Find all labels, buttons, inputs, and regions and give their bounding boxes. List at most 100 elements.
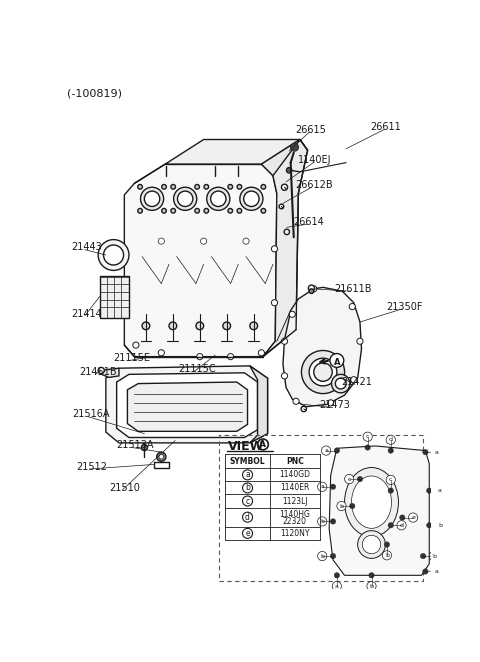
Circle shape — [243, 238, 249, 244]
Circle shape — [349, 303, 355, 310]
Circle shape — [144, 191, 160, 207]
Circle shape — [432, 567, 441, 576]
Circle shape — [432, 448, 441, 457]
Polygon shape — [106, 366, 267, 443]
Text: 1120NY: 1120NY — [280, 529, 310, 538]
Circle shape — [345, 475, 354, 484]
Circle shape — [427, 488, 432, 493]
Polygon shape — [262, 140, 308, 175]
Circle shape — [318, 482, 327, 491]
Text: 1140HG: 1140HG — [279, 510, 311, 518]
Circle shape — [293, 399, 299, 404]
Text: SYMBOL: SYMBOL — [230, 457, 265, 466]
Text: PNC: PNC — [286, 457, 304, 466]
Circle shape — [237, 209, 242, 213]
Circle shape — [171, 209, 176, 213]
Circle shape — [423, 449, 428, 455]
Circle shape — [382, 551, 392, 560]
Circle shape — [362, 536, 381, 553]
Text: 21350F: 21350F — [386, 302, 422, 312]
Circle shape — [363, 432, 372, 442]
Circle shape — [211, 191, 226, 207]
Circle shape — [281, 184, 288, 190]
Circle shape — [289, 311, 295, 317]
Circle shape — [279, 204, 284, 209]
Text: a: a — [335, 584, 339, 589]
Text: b: b — [339, 504, 344, 508]
Text: 21414: 21414 — [71, 308, 102, 318]
Polygon shape — [117, 373, 258, 438]
Text: d: d — [399, 523, 404, 528]
Circle shape — [281, 373, 288, 379]
Text: 21473: 21473 — [319, 400, 350, 410]
Circle shape — [158, 350, 164, 356]
Circle shape — [178, 191, 193, 207]
Bar — [100, 276, 129, 318]
Circle shape — [330, 519, 336, 524]
Circle shape — [171, 185, 176, 189]
Text: 21421: 21421 — [341, 377, 372, 387]
Text: A: A — [334, 358, 340, 367]
Text: c: c — [389, 477, 393, 483]
Circle shape — [369, 573, 374, 578]
Text: 1123LJ: 1123LJ — [282, 496, 308, 506]
Text: b: b — [438, 523, 442, 528]
Circle shape — [258, 439, 268, 449]
Polygon shape — [124, 164, 277, 357]
Text: 21451B: 21451B — [79, 367, 117, 377]
Circle shape — [287, 167, 292, 173]
Circle shape — [138, 185, 143, 189]
Circle shape — [204, 185, 209, 189]
Circle shape — [242, 470, 252, 480]
Circle shape — [162, 209, 167, 213]
Circle shape — [332, 581, 341, 591]
Circle shape — [420, 553, 426, 559]
Text: 21513A: 21513A — [116, 440, 154, 450]
Text: 26611: 26611 — [371, 122, 401, 132]
Circle shape — [204, 209, 209, 213]
Circle shape — [196, 322, 204, 330]
Text: a: a — [438, 488, 442, 493]
Circle shape — [141, 187, 164, 211]
Circle shape — [334, 573, 339, 578]
Circle shape — [334, 448, 339, 453]
Circle shape — [388, 448, 394, 453]
Circle shape — [228, 354, 234, 359]
Circle shape — [330, 354, 344, 367]
Circle shape — [386, 475, 396, 485]
Text: 1140EJ: 1140EJ — [299, 154, 332, 165]
Circle shape — [244, 191, 259, 207]
Text: 21611B: 21611B — [335, 284, 372, 294]
Circle shape — [386, 435, 396, 444]
Polygon shape — [165, 140, 300, 164]
Circle shape — [195, 185, 200, 189]
Circle shape — [337, 501, 346, 510]
Text: 21115E: 21115E — [113, 354, 150, 363]
Circle shape — [311, 286, 317, 292]
Circle shape — [314, 363, 332, 381]
Circle shape — [365, 445, 371, 450]
Ellipse shape — [345, 467, 398, 537]
Circle shape — [207, 187, 230, 211]
Circle shape — [138, 209, 143, 213]
Text: c: c — [245, 496, 250, 506]
Text: c: c — [366, 434, 370, 439]
Circle shape — [309, 289, 314, 293]
Text: (-100819): (-100819) — [67, 88, 122, 98]
Text: VIEW: VIEW — [228, 440, 264, 453]
Circle shape — [349, 503, 355, 508]
Circle shape — [228, 185, 233, 189]
Text: a: a — [434, 569, 438, 574]
Circle shape — [174, 187, 197, 211]
Circle shape — [388, 522, 394, 528]
Circle shape — [351, 377, 357, 383]
Text: e: e — [245, 529, 250, 538]
Text: A: A — [259, 440, 266, 449]
Polygon shape — [100, 368, 119, 377]
Text: 21512: 21512 — [76, 462, 107, 472]
Circle shape — [427, 522, 432, 528]
Circle shape — [98, 240, 129, 270]
Circle shape — [284, 229, 289, 234]
Circle shape — [435, 520, 444, 530]
Circle shape — [423, 569, 428, 574]
